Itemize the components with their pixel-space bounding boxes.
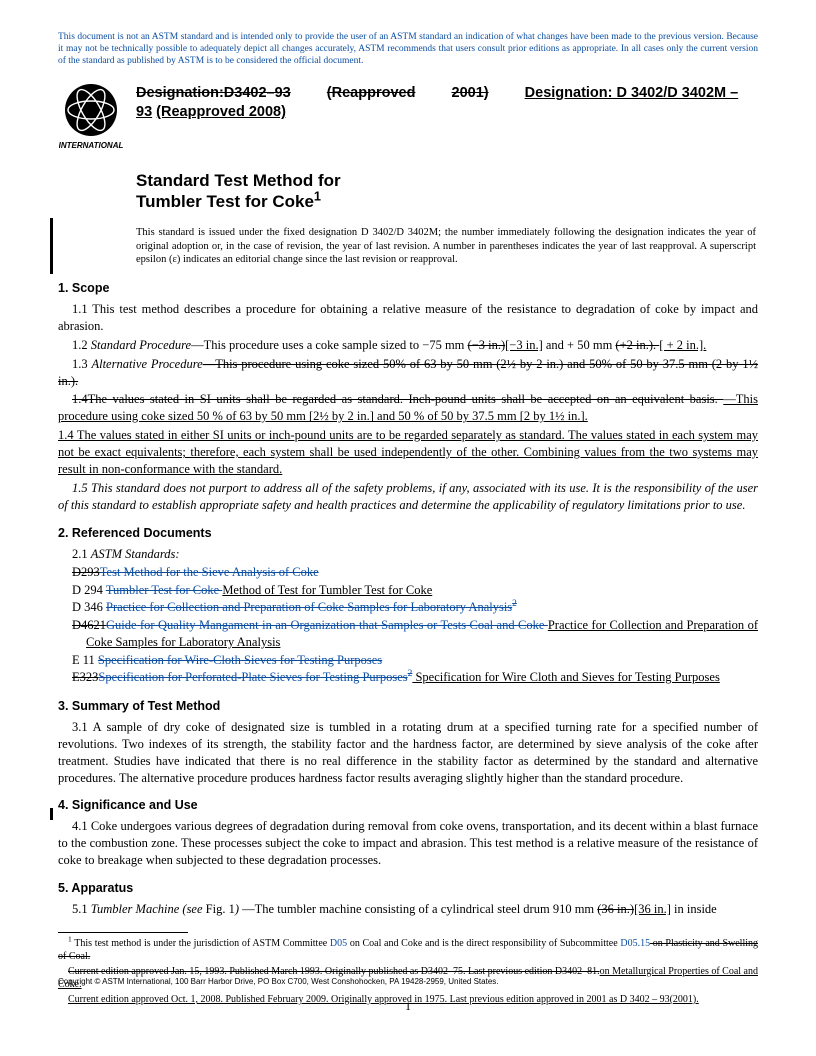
body: 1. Scope 1.1 This test method describes …	[58, 281, 758, 1006]
old-year: 2001)	[452, 85, 489, 101]
footnote-1: 1 This test method is under the jurisdic…	[58, 937, 758, 964]
title-footnote-ref: 1	[314, 188, 321, 203]
header-row: INTERNATIONAL Designation:D3402–93 (Reap…	[58, 82, 758, 154]
refdoc-item: E323Specification for Perforated-Plate S…	[72, 669, 758, 687]
scope-1-2: 1.2 Standard Procedure—This procedure us…	[58, 337, 758, 354]
section-heading-apparatus: 5. Apparatus	[58, 881, 758, 895]
title-line2: Tumbler Test for Coke	[136, 192, 314, 211]
old-designation: Designation:D3402–93	[136, 85, 291, 101]
disclaimer-text: This document is not an ASTM standard an…	[58, 32, 758, 68]
refdoc-item: D4621Guide for Quality Mangament in an O…	[72, 617, 758, 652]
copyright-line: Copyright © ASTM International, 100 Barr…	[58, 977, 499, 986]
refdoc-item: D 294 Tumbler Test for Coke Method of Te…	[72, 582, 758, 600]
subcommittee-link[interactable]: D05.15	[620, 938, 650, 949]
refdocs-list: D293Test Method for the Sieve Analysis o…	[72, 564, 758, 687]
refdoc-item: D293Test Method for the Sieve Analysis o…	[72, 564, 758, 582]
issuance-note: This standard is issued under the fixed …	[136, 226, 758, 267]
scope-1-1: 1.1 This test method describes a procedu…	[58, 301, 758, 335]
section-heading-summary: 3. Summary of Test Method	[58, 699, 758, 713]
scope-1-4-old: 1.4The values stated in SI units shall b…	[58, 391, 758, 425]
section-heading-significance: 4. Significance and Use	[58, 798, 758, 812]
section-heading-scope: 1. Scope	[58, 281, 758, 295]
astm-logo-icon: INTERNATIONAL	[59, 82, 123, 154]
old-reapproved: (Reapproved	[327, 85, 416, 101]
apparatus-5-1: 5.1 Tumbler Machine (see Fig. 1) —The tu…	[58, 901, 758, 918]
scope-1-5: 1.5 This standard does not purport to ad…	[58, 480, 758, 514]
page-number: 1	[0, 999, 816, 1014]
summary-3-1: 3.1 A sample of dry coke of designated s…	[58, 719, 758, 787]
committee-link[interactable]: D05	[330, 938, 347, 949]
revision-bar	[50, 218, 53, 274]
refdoc-item: D 346 Practice for Collection and Prepar…	[72, 599, 758, 617]
new-reapproved: (Reapproved 2008)	[156, 104, 286, 120]
footnotes: 1 This test method is under the jurisdic…	[58, 932, 758, 1007]
title-line1: Standard Test Method for	[136, 171, 341, 190]
logo-international-text: INTERNATIONAL	[59, 141, 123, 150]
refdoc-item: E 11 Specification for Wire-Cloth Sieves…	[72, 652, 758, 670]
revision-bar	[50, 808, 53, 820]
refdocs-lead: 2.1 ASTM Standards:	[58, 546, 758, 563]
page: This document is not an ASTM standard an…	[0, 0, 816, 1056]
section-heading-refdocs: 2. Referenced Documents	[58, 526, 758, 540]
significance-4-1: 4.1 Coke undergoes various degrees of de…	[58, 818, 758, 869]
title-block: Standard Test Method for Tumbler Test fo…	[136, 170, 758, 213]
astm-logo: INTERNATIONAL	[58, 82, 124, 154]
designation-block: Designation:D3402–93 (Reapproved 2001) D…	[136, 82, 758, 123]
scope-1-3: 1.3 Alternative Procedure—This procedure…	[58, 356, 758, 390]
footnote-rule	[58, 932, 188, 933]
scope-1-4-new: 1.4 The values stated in either SI units…	[58, 427, 758, 478]
